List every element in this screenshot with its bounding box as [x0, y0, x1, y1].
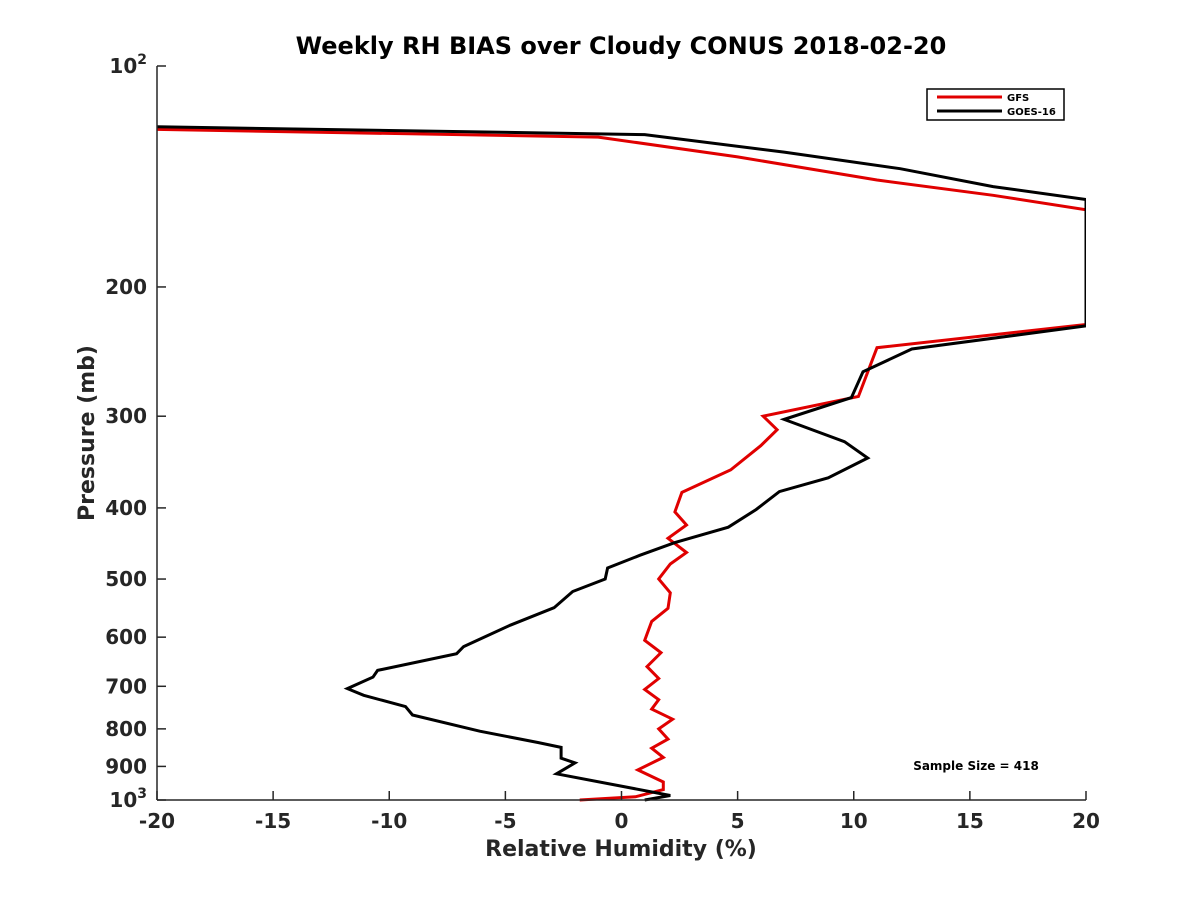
x-tick-label: -5 [494, 809, 516, 833]
y-tick-label: 300 [105, 404, 147, 428]
y-tick-label: 500 [105, 567, 147, 591]
x-tick-label: 20 [1072, 809, 1100, 833]
x-tick-label: -20 [139, 809, 175, 833]
y-axis-label: Pressure (mb) [75, 345, 100, 521]
legend-label-gfs: GFS [1007, 93, 1029, 104]
y-tick-label: 103 [109, 786, 147, 812]
x-tick-label: 10 [840, 809, 868, 833]
sample-size-annotation: Sample Size = 418 [913, 759, 1039, 773]
legend: GFS GOES-16 [926, 88, 1065, 121]
y-tick-label: 900 [105, 754, 147, 778]
x-tick-label: 15 [956, 809, 984, 833]
x-axis-label: Relative Humidity (%) [485, 837, 757, 862]
y-tick-label: 400 [105, 496, 147, 520]
plot-area [157, 125, 1086, 802]
series-line-goes16 [157, 125, 1086, 802]
x-tick-label: 5 [731, 809, 745, 833]
legend-label-goes16: GOES-16 [1007, 107, 1056, 118]
x-tick-label: 0 [615, 809, 629, 833]
y-tick-label: 800 [105, 717, 147, 741]
x-tick-label: -10 [371, 809, 407, 833]
y-axis: 102 200 300 400 500 600 700 800 900 103 [105, 52, 166, 812]
y-tick-label: 600 [105, 625, 147, 649]
x-axis: -20 -15 -10 -5 0 5 10 15 20 [139, 791, 1100, 833]
y-tick-label: 200 [105, 275, 147, 299]
y-tick-label: 102 [109, 52, 147, 78]
legend-box [926, 88, 1065, 121]
series-line-gfs [157, 127, 1086, 802]
x-tick-label: -15 [255, 809, 291, 833]
y-tick-label: 700 [105, 674, 147, 698]
chart-title: Weekly RH BIAS over Cloudy CONUS 2018-02… [296, 32, 947, 60]
